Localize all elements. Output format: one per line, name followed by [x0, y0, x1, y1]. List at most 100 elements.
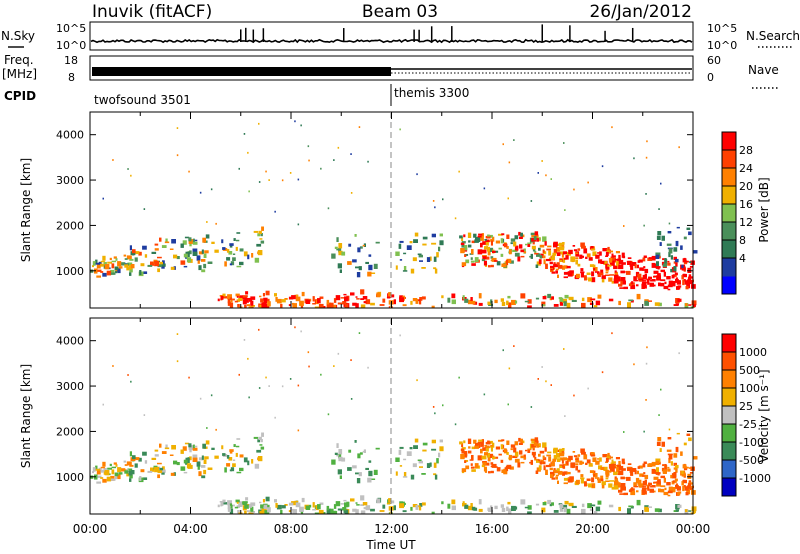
power-cell: [318, 303, 324, 308]
power-cell: [188, 170, 190, 173]
power-cell: [613, 265, 618, 270]
velocity-cell: [113, 462, 117, 465]
colorbar-frame: [721, 131, 737, 295]
power-cell: [192, 251, 198, 256]
power-cell: [382, 298, 386, 303]
power-cell: [564, 265, 568, 269]
velocity-cell: [502, 349, 504, 352]
power-cell: [656, 265, 659, 269]
power-cell: [536, 254, 541, 257]
velocity-cell: [655, 458, 661, 463]
power-cell: [680, 245, 683, 250]
power-cell: [352, 259, 357, 263]
power-cell: [571, 299, 577, 302]
power-cell: [393, 299, 396, 305]
power-cell: [618, 259, 624, 264]
power-cell: [603, 261, 608, 265]
velocity-cell: [510, 444, 516, 448]
power-cell: [504, 243, 507, 248]
velocity-cell: [538, 459, 541, 462]
power-cell: [320, 167, 322, 170]
power-cell: [359, 246, 363, 249]
power-cell: [681, 275, 684, 280]
velocity-cell: [654, 508, 660, 512]
velocity-cell: [506, 506, 509, 512]
velocity-cell: [254, 463, 260, 469]
velocity-cell: [130, 380, 132, 383]
velocity-cell: [684, 486, 690, 491]
velocity-cell: [553, 454, 557, 460]
velocity-cell: [556, 453, 561, 458]
colorbar-tick-label: 16: [739, 198, 753, 211]
velocity-cell: [463, 451, 468, 457]
velocity-cell: [150, 467, 155, 472]
velocity-cell: [515, 506, 518, 510]
power-cell: [260, 298, 264, 303]
velocity-cell: [639, 473, 644, 477]
velocity-cell: [520, 461, 525, 464]
power-cell: [409, 241, 413, 244]
velocity-cell: [295, 502, 301, 508]
velocity-cell: [355, 509, 359, 514]
velocity-cell: [648, 482, 652, 485]
power-cell: [356, 272, 361, 278]
power-cell: [261, 226, 264, 231]
velocity-cell: [646, 346, 648, 349]
velocity-cell: [645, 362, 648, 365]
velocity-cell: [334, 452, 338, 455]
power-cell: [250, 300, 254, 306]
power-cell: [481, 249, 487, 254]
velocity-cell: [471, 469, 476, 472]
power-cell: [533, 236, 537, 241]
power-cell: [413, 239, 418, 243]
velocity-cell: [542, 502, 547, 506]
power-cell: [648, 276, 652, 279]
velocity-cell: [117, 474, 121, 480]
power-cell: [549, 261, 553, 265]
colorbar-segment: [722, 204, 736, 223]
velocity-cell: [154, 449, 159, 452]
power-cell: [276, 298, 282, 304]
velocity-cell: [542, 510, 546, 513]
velocity-cell: [331, 459, 336, 465]
velocity-cell: [393, 505, 396, 511]
power-cell: [323, 306, 326, 308]
power-cell: [636, 284, 639, 287]
power-cell: [505, 259, 509, 266]
velocity-cell: [481, 455, 487, 460]
velocity-cell: [622, 486, 626, 491]
velocity-cell: [471, 446, 475, 450]
velocity-cell: [162, 466, 165, 472]
velocity-cell: [226, 463, 231, 467]
velocity-cell: [243, 457, 248, 463]
power-cell: [229, 302, 234, 308]
velocity-cell: [239, 467, 244, 472]
velocity-cell: [559, 465, 563, 468]
power-cell: [461, 237, 464, 242]
power-cell: [591, 271, 595, 277]
velocity-cell: [524, 506, 529, 509]
power-cell: [373, 263, 378, 269]
velocity-cell: [638, 484, 643, 487]
velocity-cell: [192, 447, 198, 451]
power-cell: [597, 252, 600, 254]
power-cell: [259, 238, 263, 240]
power-cell: [657, 273, 661, 279]
velocity-cell: [103, 467, 107, 472]
velocity-cell: [506, 464, 512, 469]
velocity-cell: [180, 449, 184, 454]
velocity-cell: [668, 486, 673, 492]
power-cell: [135, 251, 140, 255]
velocity-cell: [138, 457, 142, 462]
power-cell: [672, 274, 676, 277]
velocity-cell: [96, 469, 101, 475]
xtick-label: 08:00: [274, 522, 309, 536]
power-cell: [531, 238, 536, 242]
nsearch-label: N.Search: [746, 29, 800, 43]
power-cell: [95, 262, 100, 265]
power-cell: [159, 261, 163, 265]
velocity-cell: [651, 485, 656, 488]
velocity-cell: [513, 345, 515, 347]
velocity-cell: [642, 475, 645, 477]
velocity-cell: [620, 483, 626, 487]
